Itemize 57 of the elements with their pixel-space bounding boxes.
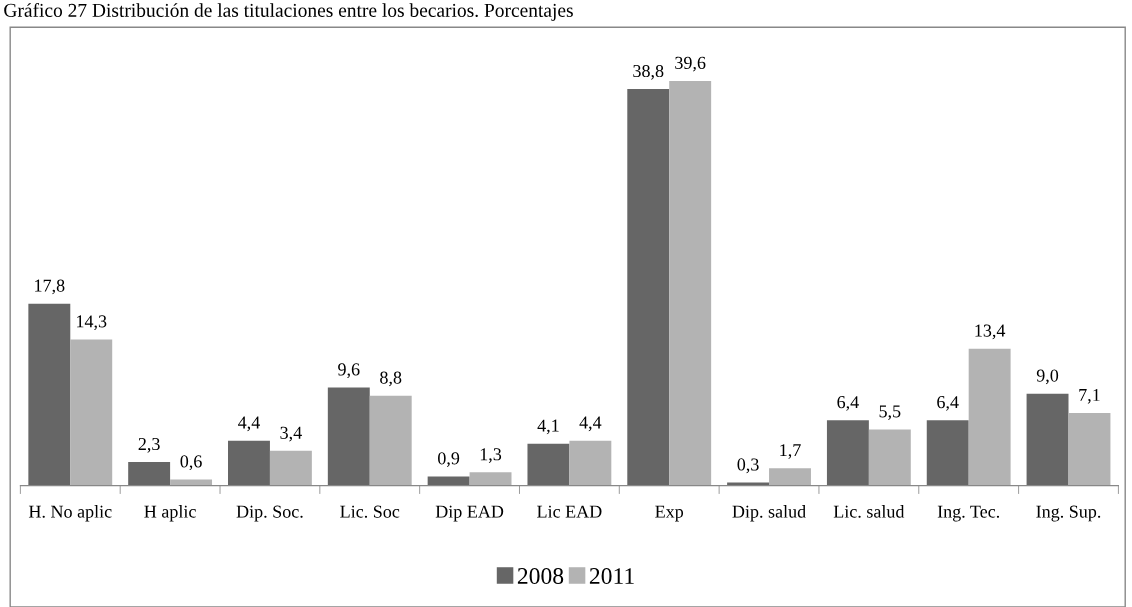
x-tick-label: Dip EAD <box>435 505 504 522</box>
x-tick-label: Dip. Soc. <box>236 505 303 522</box>
bar <box>469 472 512 486</box>
data-label: 17,8 <box>35 279 65 295</box>
bar <box>968 348 1011 486</box>
bar <box>170 479 213 486</box>
data-label: 9,6 <box>338 363 360 379</box>
bar <box>627 89 670 486</box>
bar <box>327 387 370 486</box>
data-label: 6,4 <box>837 396 859 411</box>
data-label: 0,3 <box>737 458 759 474</box>
x-tick-label: H aplic <box>144 505 196 522</box>
x-tick-label: Lic. Soc <box>340 505 400 518</box>
bar <box>70 339 113 486</box>
bar <box>868 429 911 486</box>
x-tick-label: Lic EAD <box>537 505 602 518</box>
data-label: 38,8 <box>633 64 664 80</box>
data-label: 13,4 <box>975 324 1006 340</box>
data-label: 0,9 <box>438 452 460 467</box>
bar <box>826 420 869 486</box>
bar <box>228 440 270 486</box>
data-label: 4,4 <box>579 416 602 432</box>
data-label: 9,0 <box>1036 369 1059 385</box>
x-tick-label: Ing. Tec. <box>937 505 1000 522</box>
data-label: 0,6 <box>180 455 202 471</box>
data-label: 3,4 <box>280 426 302 442</box>
bar <box>128 462 171 486</box>
x-tick-label: Exp <box>655 505 684 522</box>
data-label: 1,7 <box>780 444 801 459</box>
data-label: 5,5 <box>879 405 901 420</box>
bar <box>926 420 969 486</box>
bar <box>527 443 570 486</box>
data-label: 7,1 <box>1079 388 1100 404</box>
data-label: 4,1 <box>537 419 559 435</box>
bar <box>569 440 612 486</box>
legend-label: 2011 <box>589 568 634 584</box>
data-label: 14,3 <box>77 315 107 331</box>
bar <box>669 80 712 486</box>
bar <box>427 476 470 486</box>
x-tick-label: Lic. salud <box>833 505 905 518</box>
data-label: 2,3 <box>138 437 160 453</box>
bar <box>1026 393 1069 486</box>
data-label: 8,8 <box>380 371 402 387</box>
chart-title: Gráfico 27 Distribución de las titulaciones entre los becarios. Porcentajes <box>4 3 573 21</box>
x-tick-label: H. No aplic <box>28 505 112 522</box>
bar <box>769 468 811 486</box>
x-tick-label: Ing. Sup. <box>1036 505 1101 522</box>
data-label: 1,3 <box>480 448 502 463</box>
x-tick-label: Dip. salud <box>732 505 806 522</box>
bar <box>269 450 312 486</box>
data-label: 39,6 <box>675 56 706 72</box>
bar <box>1068 413 1111 486</box>
data-label: 6,4 <box>937 396 959 411</box>
legend-label: 2008 <box>517 568 564 584</box>
bar <box>369 395 412 486</box>
data-label: 4,4 <box>238 416 260 432</box>
bar <box>28 303 71 486</box>
